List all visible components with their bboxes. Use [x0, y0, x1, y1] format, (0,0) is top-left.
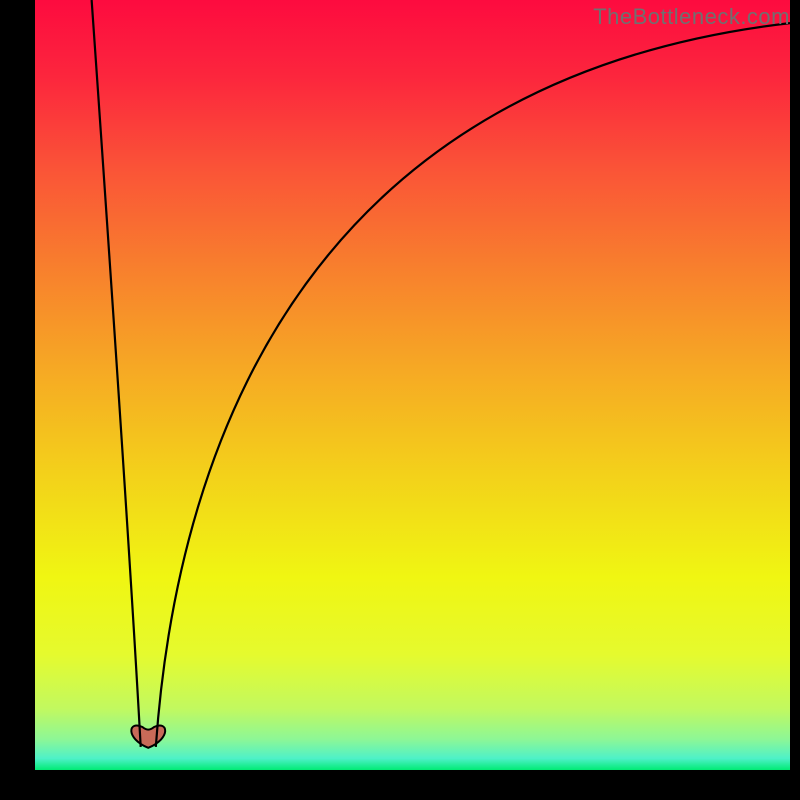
- curve-right-branch: [156, 23, 790, 747]
- curve-left-branch: [92, 0, 141, 747]
- curve-overlay: [35, 0, 790, 770]
- optimum-marker-icon: [131, 725, 165, 747]
- watermark-text: TheBottleneck.com: [593, 4, 790, 30]
- chart-container: TheBottleneck.com: [0, 0, 800, 800]
- plot-area: [35, 0, 790, 770]
